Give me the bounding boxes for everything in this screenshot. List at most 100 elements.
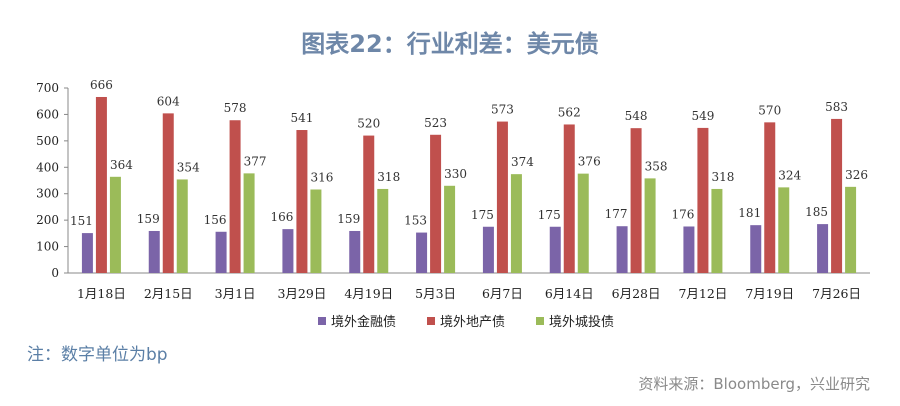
data-label: 175: [471, 208, 494, 222]
bar: [282, 229, 294, 273]
x-tick-label: 7月12日: [678, 286, 727, 301]
bar: [296, 130, 308, 273]
data-label: 177: [605, 207, 628, 221]
x-tick-label: 3月29日: [277, 286, 326, 301]
bar: [416, 232, 428, 273]
bar: [563, 124, 575, 273]
data-label: 376: [578, 155, 601, 169]
legend-label: 境外地产债: [440, 315, 505, 330]
legend-swatch: [318, 317, 326, 325]
x-tick-label: 6月14日: [545, 286, 594, 301]
data-label: 523: [424, 116, 447, 130]
legend-label: 境外金融债: [331, 314, 396, 330]
chart-axes: 0 100 200 300 400 500 600 700 1月18日 2月15日 3月1日 3月29…: [36, 81, 870, 301]
data-label: 324: [778, 168, 801, 182]
bar: [510, 174, 522, 273]
bar: [817, 224, 829, 273]
x-tick-label: 3月1日: [215, 286, 256, 301]
bar: [162, 113, 174, 273]
data-label: 520: [357, 117, 380, 131]
bar: [444, 185, 456, 273]
x-tick-label: 1月18日: [77, 286, 126, 301]
bar: [215, 231, 227, 273]
data-label: 156: [204, 213, 227, 227]
x-tick-label: 4月19日: [344, 286, 393, 301]
bar: [109, 176, 121, 273]
data-label: 562: [558, 105, 581, 119]
data-label: 570: [758, 103, 781, 117]
data-label: 159: [137, 212, 160, 226]
x-tick-label: 7月26日: [812, 286, 861, 301]
data-label: 326: [845, 168, 868, 182]
data-label: 166: [270, 210, 293, 224]
chart-data-labels: 151 159 156 166 159 153 175 175 177 176 181 185 666 6…: [70, 78, 868, 228]
bar: [764, 122, 776, 273]
unit-note: 注：数字单位为bp: [27, 345, 168, 365]
data-label: 316: [310, 170, 333, 184]
bar: [630, 128, 642, 273]
bar: [549, 226, 561, 273]
bar: [176, 179, 188, 273]
x-tick-label: 6月28日: [612, 286, 661, 301]
chart-bars: [81, 96, 857, 274]
bar: [95, 96, 107, 273]
y-tick-label: 0: [51, 266, 59, 280]
x-tick-label: 5月3日: [415, 286, 456, 301]
bar: [616, 226, 628, 273]
bar: [363, 135, 375, 273]
bar: [577, 173, 589, 273]
bar: [81, 233, 93, 273]
data-label: 354: [177, 160, 200, 174]
chart-legend: 境外金融债 境外地产债 境外城投债: [318, 314, 614, 330]
legend-label: 境外城投债: [549, 314, 614, 330]
legend-swatch: [536, 317, 544, 325]
data-label: 330: [444, 167, 467, 181]
bar: [697, 127, 709, 274]
data-label: 185: [805, 205, 828, 219]
data-label: 153: [404, 214, 427, 228]
bar: [711, 188, 723, 273]
source-note: 资料来源：Bloomberg，兴业研究: [638, 375, 870, 393]
data-label: 364: [110, 158, 133, 172]
bar: [778, 187, 790, 273]
data-label: 549: [691, 109, 714, 123]
bar: [243, 173, 255, 273]
x-tick-label: 2月15日: [144, 286, 193, 301]
bar: [482, 226, 494, 273]
bar: [229, 120, 241, 273]
y-tick-label: 600: [36, 107, 59, 121]
data-label: 548: [625, 109, 648, 123]
data-label: 175: [538, 208, 561, 222]
data-label: 151: [70, 214, 93, 228]
legend-swatch: [427, 317, 435, 325]
bar: [430, 134, 442, 273]
bar: [349, 230, 361, 273]
bar: [496, 121, 508, 273]
bar: [750, 225, 762, 273]
bar: [831, 118, 843, 274]
data-label: 578: [224, 101, 247, 115]
data-label: 377: [244, 154, 267, 168]
data-label: 573: [491, 103, 514, 117]
data-label: 541: [290, 111, 313, 125]
y-tick-label: 400: [36, 160, 59, 174]
x-tick-label: 6月7日: [482, 286, 523, 301]
data-label: 666: [90, 78, 113, 92]
y-tick-label: 500: [36, 134, 59, 148]
data-label: 181: [738, 206, 761, 220]
x-tick-label: 7月19日: [745, 286, 794, 301]
bar: [683, 226, 695, 273]
data-label: 176: [671, 207, 694, 221]
bar: [148, 230, 160, 273]
data-label: 358: [645, 159, 668, 173]
bar: [377, 188, 389, 273]
y-tick-label: 700: [36, 81, 59, 95]
data-label: 318: [377, 170, 400, 184]
y-tick-label: 300: [36, 187, 59, 201]
bar: [845, 186, 857, 273]
data-label: 318: [711, 170, 734, 184]
data-label: 604: [157, 94, 180, 108]
data-label: 159: [337, 212, 360, 226]
bar: [644, 178, 656, 273]
